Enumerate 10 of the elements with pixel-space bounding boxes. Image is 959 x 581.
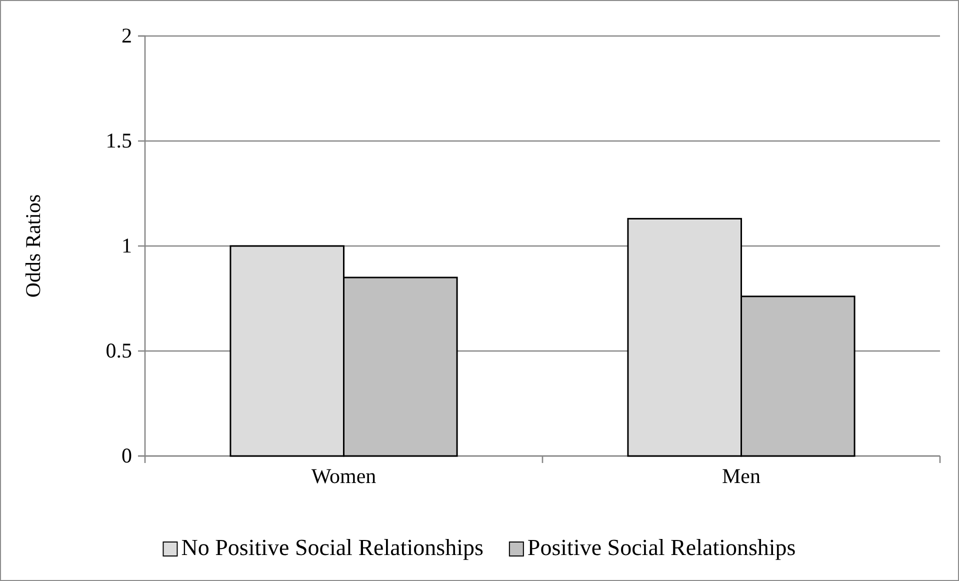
y-tick-label: 0: [122, 444, 132, 468]
legend-label: No Positive Social Relationships: [181, 535, 484, 560]
y-tick-label: 1.5: [106, 128, 132, 153]
x-tick-label: Men: [722, 464, 761, 488]
x-tick-label: Women: [311, 464, 377, 488]
legend-label: Positive Social Relationships: [527, 535, 796, 560]
y-tick-label: 1: [122, 234, 132, 258]
y-axis-title: Odds Ratios: [21, 194, 45, 298]
y-tick-label: 0.5: [106, 338, 132, 363]
y-tick-label: 2: [122, 24, 132, 48]
